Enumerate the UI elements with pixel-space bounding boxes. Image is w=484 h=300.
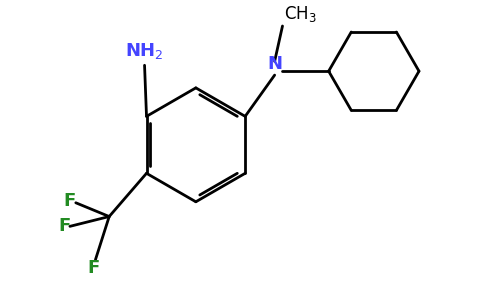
Text: NH$_2$: NH$_2$ — [125, 41, 164, 61]
Text: F: F — [64, 192, 76, 210]
Text: N: N — [267, 55, 282, 73]
Text: CH$_3$: CH$_3$ — [285, 4, 317, 24]
Text: F: F — [58, 217, 70, 235]
Text: F: F — [87, 259, 100, 277]
